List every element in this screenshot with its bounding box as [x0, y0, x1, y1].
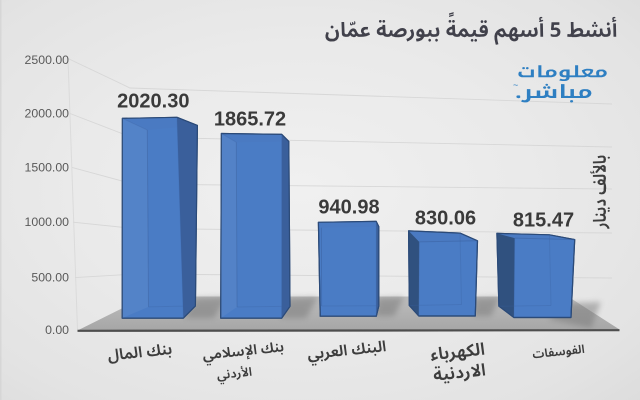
- svg-text:1865.72: 1865.72: [214, 109, 286, 131]
- svg-text:~: ~: [513, 80, 518, 90]
- svg-text:830.06: 830.06: [415, 208, 476, 230]
- svg-text:2000.00: 2000.00: [25, 107, 70, 121]
- svg-text:0.00: 0.00: [45, 323, 69, 337]
- svg-text:1000.00: 1000.00: [25, 215, 70, 229]
- svg-text:1500.00: 1500.00: [25, 160, 70, 174]
- svg-text:2500.00: 2500.00: [25, 53, 70, 67]
- svg-text:940.98: 940.98: [318, 196, 379, 218]
- svg-text:2020.30: 2020.30: [117, 91, 189, 113]
- svg-text:815.47: 815.47: [513, 210, 574, 232]
- svg-text:500.00: 500.00: [31, 271, 69, 285]
